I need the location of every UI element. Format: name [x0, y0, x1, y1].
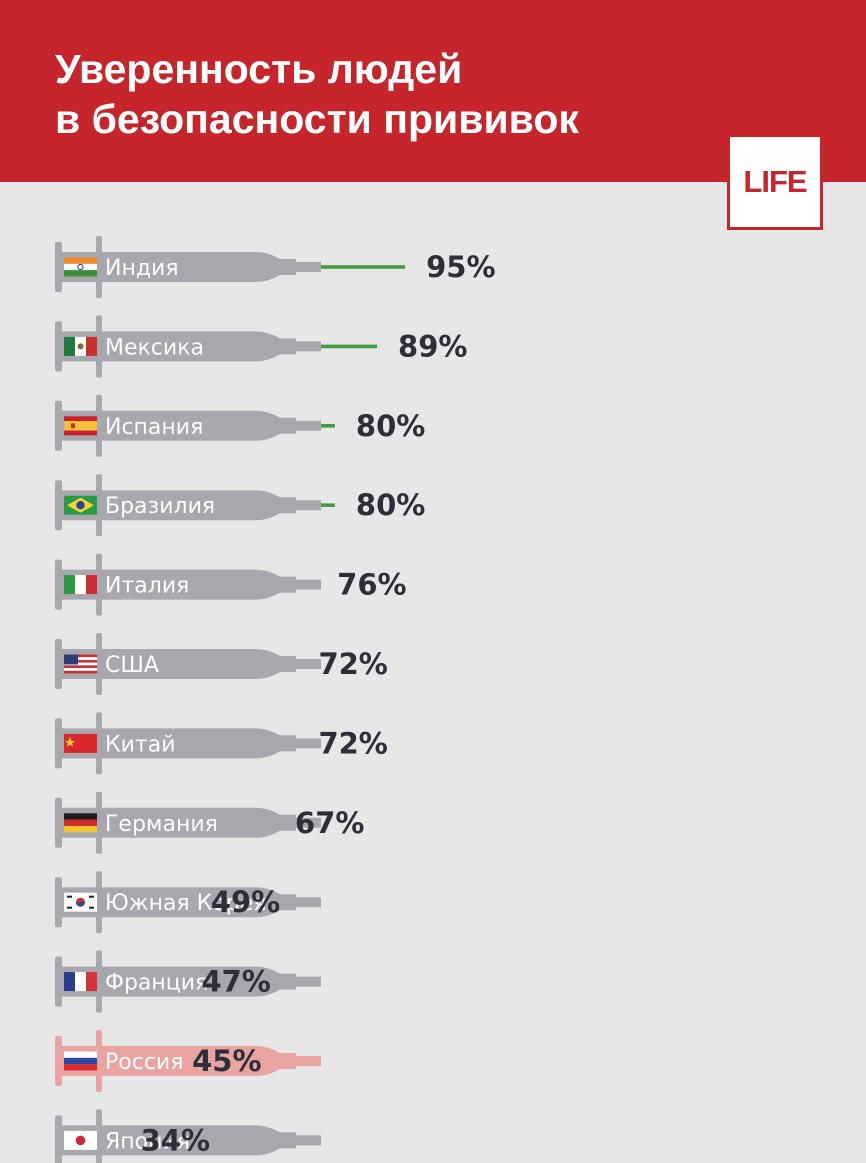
germany-flag-icon [64, 813, 97, 833]
syringe-barrel [60, 807, 321, 838]
value-label: 67% [295, 806, 364, 840]
syringe-barrel [60, 966, 321, 997]
chart-title: Уверенность людей в безопасности прививо… [55, 44, 579, 144]
chart-row: Индия 95% [55, 236, 496, 298]
category-label: Индия [105, 256, 179, 281]
life-logo: LIFE [727, 134, 823, 230]
syringe-barrel [60, 1125, 321, 1156]
needle-bar [321, 503, 335, 507]
category-label: Китай [105, 732, 176, 757]
needle-bar [321, 265, 406, 269]
syringe-barrel [60, 569, 321, 600]
china-flag-icon [64, 733, 97, 753]
syringe-barrel [60, 331, 321, 362]
category-label: Франция [105, 971, 208, 996]
italy-flag-icon [64, 575, 97, 595]
chart-row: Россия 45% [55, 1030, 321, 1092]
syringe-barrel [60, 649, 321, 679]
value-label: 76% [337, 568, 406, 602]
south-korea-flag-icon [64, 892, 97, 912]
category-label: Германия [105, 812, 218, 837]
russia-flag-icon [64, 1051, 97, 1071]
syringe-barrel [60, 490, 321, 521]
chart-row: США 72% [55, 633, 388, 695]
syringe-barrel [60, 887, 321, 918]
value-label: 49% [211, 885, 280, 919]
value-label: 72% [318, 726, 387, 760]
category-label: Мексика [105, 335, 204, 360]
chart-row: Испания 80% [55, 394, 425, 457]
title-line-2: в безопасности прививок [55, 96, 579, 142]
category-label: США [105, 653, 159, 678]
value-label: 95% [426, 250, 495, 284]
value-label: 47% [201, 965, 270, 999]
title-line-1: Уверенность людей [55, 46, 463, 92]
chart-row: Бразилия 80% [55, 474, 425, 537]
category-label: Бразилия [105, 494, 215, 519]
brazil-flag-icon [64, 495, 97, 515]
chart-row: Китай 72% [55, 712, 388, 775]
logo-text: LIFE [743, 164, 807, 199]
category-label: Испания [105, 415, 203, 440]
needle-bar [321, 424, 335, 428]
france-flag-icon [64, 972, 97, 992]
category-label: Италия [105, 574, 189, 599]
mexico-flag-icon [64, 336, 97, 356]
india-flag-icon [64, 257, 97, 277]
category-label: Южная Корея [105, 891, 266, 916]
chart-row: Мексика 89% [55, 315, 467, 378]
value-label: 34% [141, 1123, 210, 1157]
syringe-barrel [60, 728, 321, 759]
value-label: 80% [356, 409, 425, 443]
spain-flag-icon [64, 416, 97, 436]
chart-row: Германия 67% [55, 791, 364, 854]
usa-flag-icon [64, 654, 97, 674]
syringe-barrel [60, 410, 321, 441]
category-label: Япония [105, 1129, 190, 1154]
syringe-barrel [60, 1046, 321, 1076]
japan-flag-icon [64, 1130, 97, 1150]
needle-bar [321, 344, 378, 349]
value-label: 89% [398, 329, 467, 363]
header-banner: Уверенность людей в безопасности прививо… [0, 0, 866, 182]
value-label: 80% [356, 488, 425, 522]
category-label: Россия [105, 1050, 183, 1075]
value-label: 72% [318, 647, 387, 681]
syringe-barrel [60, 252, 321, 282]
chart-row: Италия 76% [55, 553, 407, 616]
value-label: 45% [192, 1044, 261, 1078]
